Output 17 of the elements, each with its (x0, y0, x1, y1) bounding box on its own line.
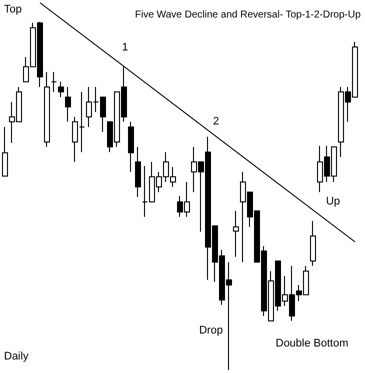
annotation: Up (326, 196, 340, 208)
candlestick (310, 220, 316, 266)
candlestick (233, 210, 239, 258)
chart-title: Five Wave Decline and Reversal- Top-1-2-Drop-Up (135, 10, 362, 20)
candlestick (44, 72, 50, 148)
annotation: 2 (212, 116, 220, 128)
annotation: Double Bottom (276, 338, 348, 350)
annotation: Drop (199, 324, 223, 336)
candlestick (2, 126, 8, 177)
annotation: 1 (122, 42, 128, 54)
candlestick (128, 121, 134, 172)
annotation: Daily (4, 350, 29, 362)
candlestick (65, 86, 71, 122)
text: Top (4, 4, 22, 16)
candlestick (51, 72, 57, 92)
candlestick (58, 81, 64, 98)
candlestick (135, 146, 141, 198)
